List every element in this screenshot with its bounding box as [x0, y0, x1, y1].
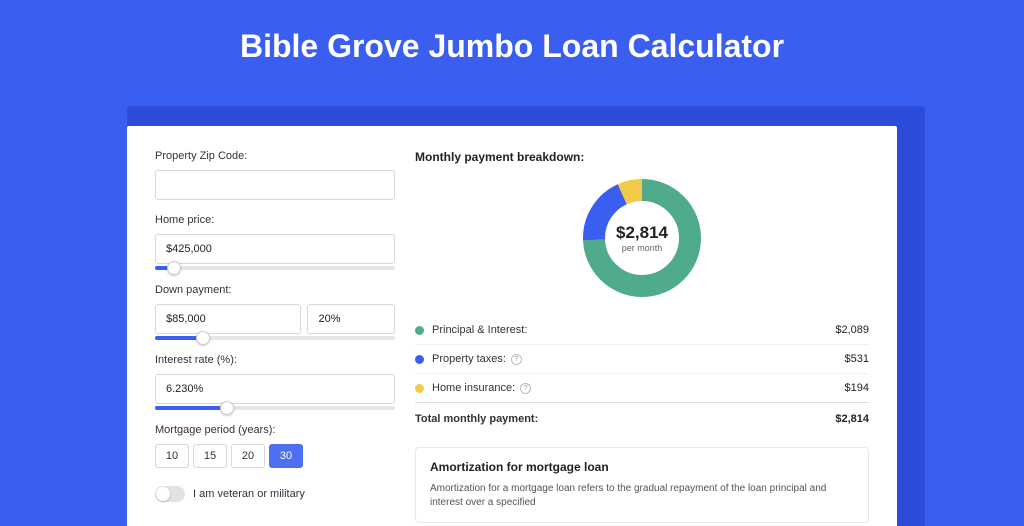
legend-value: $2,089	[835, 324, 869, 336]
period-btn-20[interactable]: 20	[231, 444, 265, 468]
down-payment-label: Down payment:	[155, 284, 395, 296]
info-icon[interactable]: ?	[520, 383, 531, 394]
legend-row-0: Principal & Interest: $2,089	[415, 316, 869, 344]
total-row: Total monthly payment: $2,814	[415, 402, 869, 433]
period-btn-15[interactable]: 15	[193, 444, 227, 468]
total-label: Total monthly payment:	[415, 413, 538, 425]
down-payment-slider-thumb[interactable]	[196, 331, 210, 345]
veteran-toggle-knob	[156, 487, 170, 501]
mortgage-period-label: Mortgage period (years):	[155, 424, 395, 436]
amortization-text: Amortization for a mortgage loan refers …	[430, 482, 854, 510]
veteran-toggle[interactable]	[155, 486, 185, 502]
interest-rate-input[interactable]	[155, 374, 395, 404]
down-payment-pct-input[interactable]	[307, 304, 395, 334]
interest-rate-slider-thumb[interactable]	[220, 401, 234, 415]
calculator-card: Property Zip Code: Home price: Down paym…	[127, 126, 897, 526]
breakdown-column: Monthly payment breakdown: $2,814 per mo…	[415, 150, 869, 526]
home-price-slider[interactable]	[155, 266, 395, 270]
down-payment-slider[interactable]	[155, 336, 395, 340]
zip-label: Property Zip Code:	[155, 150, 395, 162]
legend-row-2: Home insurance:? $194	[415, 373, 869, 402]
interest-rate-slider-fill	[155, 406, 227, 410]
legend-label: Principal & Interest:	[432, 324, 527, 336]
home-price-label: Home price:	[155, 214, 395, 226]
period-btn-30[interactable]: 30	[269, 444, 303, 468]
legend-label: Home insurance:	[432, 382, 515, 394]
donut-chart: $2,814 per month	[415, 174, 869, 316]
inputs-column: Property Zip Code: Home price: Down paym…	[155, 150, 395, 526]
total-value: $2,814	[835, 413, 869, 425]
home-price-slider-thumb[interactable]	[167, 261, 181, 275]
period-btn-10[interactable]: 10	[155, 444, 189, 468]
legend-row-1: Property taxes:? $531	[415, 344, 869, 373]
legend-label: Property taxes:	[432, 353, 506, 365]
legend-dot	[415, 355, 424, 364]
info-icon[interactable]: ?	[511, 354, 522, 365]
amortization-title: Amortization for mortgage loan	[430, 460, 854, 474]
donut-sub: per month	[622, 243, 663, 253]
interest-rate-slider[interactable]	[155, 406, 395, 410]
legend-value: $194	[845, 382, 869, 394]
page-title: Bible Grove Jumbo Loan Calculator	[0, 0, 1024, 89]
legend-dot	[415, 384, 424, 393]
legend-dot	[415, 326, 424, 335]
breakdown-title: Monthly payment breakdown:	[415, 150, 869, 164]
donut-center: $2,814 per month	[582, 178, 702, 298]
zip-input[interactable]	[155, 170, 395, 200]
interest-rate-label: Interest rate (%):	[155, 354, 395, 366]
down-payment-input[interactable]	[155, 304, 301, 334]
veteran-label: I am veteran or military	[193, 488, 305, 500]
legend-value: $531	[845, 353, 869, 365]
mortgage-period-group: 10152030	[155, 444, 395, 468]
home-price-input[interactable]	[155, 234, 395, 264]
legend: Principal & Interest: $2,089 Property taxe…	[415, 316, 869, 402]
donut-amount: $2,814	[616, 223, 668, 243]
